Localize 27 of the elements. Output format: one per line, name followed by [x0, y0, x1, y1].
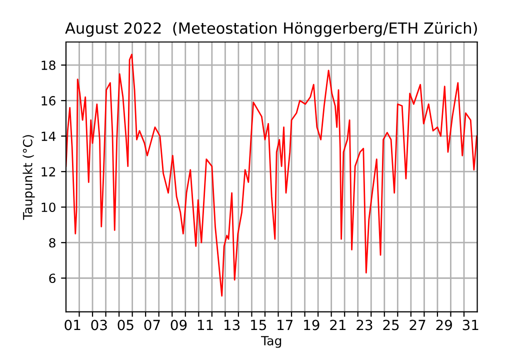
x-tick-label: 29: [436, 320, 452, 330]
y-axis-title: Taupunkt (°C): [22, 135, 35, 220]
x-tick-label: 13: [224, 320, 240, 330]
y-tick-label: 16: [42, 96, 56, 106]
x-tick-label: 05: [118, 320, 134, 330]
x-tick-label: 09: [170, 320, 187, 330]
x-tick-label: 25: [383, 320, 399, 330]
y-tick-label: 14: [42, 132, 56, 141]
y-tick-label: 6: [49, 274, 56, 284]
x-axis-title: Tag: [261, 336, 282, 348]
y-tick-label: 10: [42, 202, 56, 212]
x-tick-label: 21: [330, 320, 346, 330]
x-tick-label: 23: [356, 320, 372, 330]
x-tick-label: 15: [251, 320, 266, 330]
x-tick-label: 27: [410, 320, 426, 330]
x-tick-label: 01: [64, 320, 80, 330]
x-tick-label: 03: [91, 320, 107, 330]
line-series: [66, 54, 478, 297]
y-tick-label: 8: [49, 238, 56, 248]
y-tick-label: 12: [42, 167, 56, 176]
x-tick-label: 11: [198, 320, 213, 330]
chart-title: August 2022 (Meteostation Hönggerberg/ETH Zürich): [65, 22, 477, 37]
x-tick-label: 17: [278, 320, 293, 330]
y-tick-label: 18: [42, 60, 56, 70]
x-tick-label: 31: [462, 320, 478, 330]
x-tick-label: 07: [144, 320, 160, 330]
x-tick-label: 19: [304, 320, 320, 330]
